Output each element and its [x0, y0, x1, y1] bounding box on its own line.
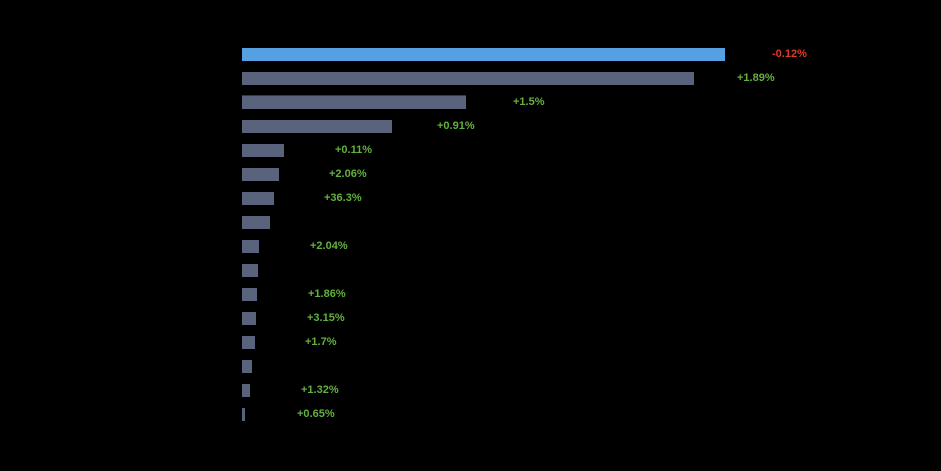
bar-value-label-1: -0.12% — [772, 48, 807, 60]
bar-row-14 — [242, 360, 252, 373]
bar-row-4 — [242, 120, 392, 133]
bar-row-9 — [242, 240, 259, 253]
bar-value-label-7: +36.3% — [324, 192, 362, 204]
bar-row-5 — [242, 144, 284, 157]
bar-row-12 — [242, 312, 256, 325]
bar-row-15 — [242, 384, 250, 397]
bar-row-10 — [242, 264, 258, 277]
bar-row-1 — [242, 48, 725, 61]
bar-row-16 — [242, 408, 245, 421]
bar-row-8 — [242, 216, 270, 229]
bar-value-label-6: +2.06% — [329, 168, 367, 180]
bar-row-2 — [242, 72, 694, 85]
bar-value-label-4: +0.91% — [437, 120, 475, 132]
bar-row-6 — [242, 168, 279, 181]
bar-value-label-9: +2.04% — [310, 240, 348, 252]
bar-value-label-16: +0.65% — [297, 408, 335, 420]
bar-value-label-3: +1.5% — [513, 96, 545, 108]
bar-value-label-12: +3.15% — [307, 312, 345, 324]
bar-value-label-11: +1.86% — [308, 288, 346, 300]
bar-row-7 — [242, 192, 274, 205]
bar-row-11 — [242, 288, 257, 301]
bar-value-label-2: +1.89% — [737, 72, 775, 84]
bar-value-label-5: +0.11% — [335, 144, 373, 156]
accent-line — [242, 95, 466, 96]
bar-value-label-15: +1.32% — [301, 384, 339, 396]
bar-row-13 — [242, 336, 255, 349]
bar-value-label-13: +1.7% — [305, 336, 337, 348]
bar-row-3 — [242, 96, 466, 109]
